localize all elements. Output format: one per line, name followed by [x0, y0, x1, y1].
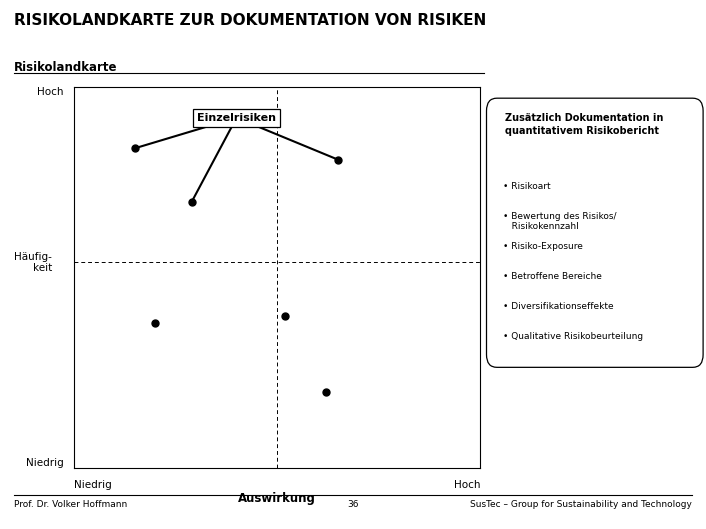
- Text: Niedrig: Niedrig: [26, 458, 64, 468]
- Text: • Betroffene Bereiche: • Betroffene Bereiche: [503, 272, 602, 281]
- Text: Hoch: Hoch: [453, 480, 480, 490]
- Text: • Risikoart: • Risikoart: [503, 182, 551, 191]
- Text: Einzelrisiken: Einzelrisiken: [197, 113, 276, 123]
- Text: Häufig-
keit: Häufig- keit: [14, 252, 52, 273]
- Text: Risikolandkarte: Risikolandkarte: [14, 61, 118, 74]
- Text: Prof. Dr. Volker Hoffmann: Prof. Dr. Volker Hoffmann: [14, 500, 127, 509]
- Text: Hoch: Hoch: [37, 87, 64, 97]
- Text: • Bewertung des Risikos/
   Risikokennzahl: • Bewertung des Risikos/ Risikokennzahl: [503, 212, 616, 231]
- Text: Niedrig: Niedrig: [74, 480, 112, 490]
- Text: • Diversifikationseffekte: • Diversifikationseffekte: [503, 302, 614, 311]
- Text: RISIKOLANDKARTE ZUR DOKUMENTATION VON RISIKEN: RISIKOLANDKARTE ZUR DOKUMENTATION VON RI…: [14, 13, 486, 28]
- FancyBboxPatch shape: [486, 98, 703, 367]
- Text: Auswirkung: Auswirkung: [238, 492, 316, 505]
- Text: • Risiko-Exposure: • Risiko-Exposure: [503, 242, 583, 251]
- Text: 36: 36: [347, 500, 359, 509]
- Text: SusTec – Group for Sustainability and Technology: SusTec – Group for Sustainability and Te…: [470, 500, 692, 509]
- Text: • Qualitative Risikobeurteilung: • Qualitative Risikobeurteilung: [503, 332, 643, 341]
- Text: Zusätzlich Dokumentation in
quantitativem Risikobericht: Zusätzlich Dokumentation in quantitative…: [505, 113, 664, 136]
